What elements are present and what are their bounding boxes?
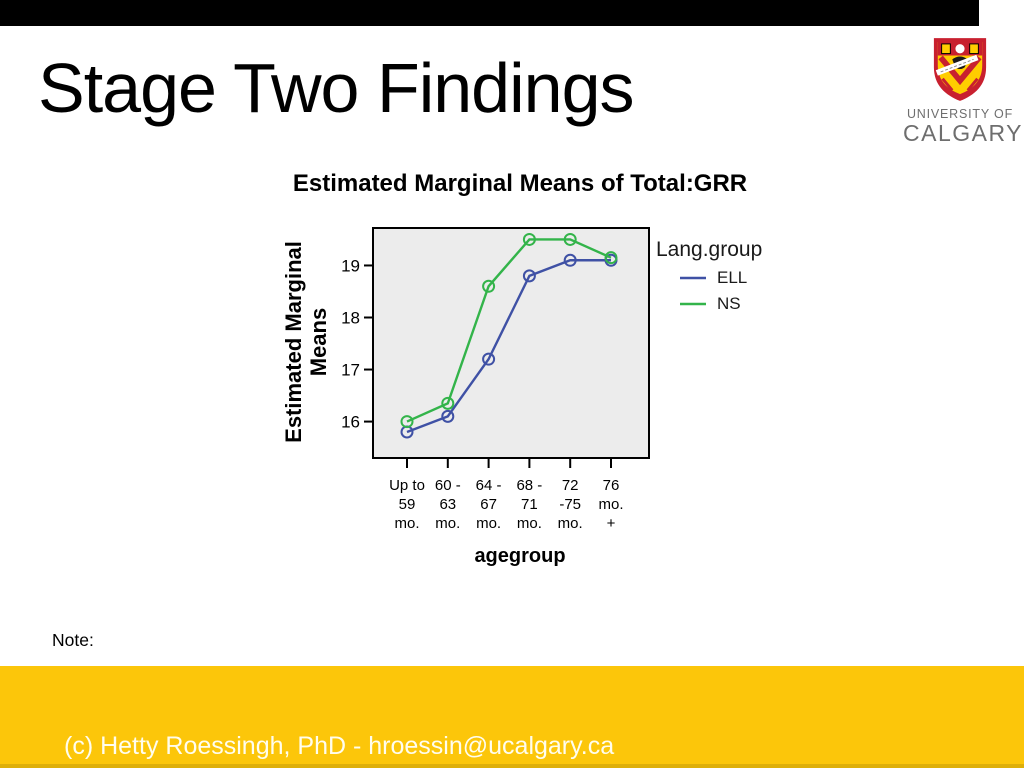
chart-legend: Lang.group ELL NS bbox=[656, 238, 762, 317]
legend-item-ell: ELL bbox=[656, 265, 762, 291]
ell-line-swatch-icon bbox=[680, 276, 706, 280]
band-bottom-shade bbox=[0, 764, 1024, 768]
svg-text:16: 16 bbox=[341, 413, 360, 432]
x-category-label: 60 - 63 mo. bbox=[434, 477, 461, 532]
ns-line-swatch-icon bbox=[680, 302, 706, 306]
svg-text:18: 18 bbox=[341, 309, 360, 328]
legend-label-ns: NS bbox=[717, 294, 741, 313]
bottom-yellow-band: (c) Hetty Roessingh, PhD - hroessin@ucal… bbox=[0, 666, 1024, 768]
y-axis-label: Estimated Marginal Means bbox=[281, 241, 331, 443]
chart-title: Estimated Marginal Means of Total:GRR bbox=[292, 170, 748, 197]
legend-item-ns: NS bbox=[656, 291, 762, 317]
legend-label-ell: ELL bbox=[717, 268, 748, 287]
legend-title: Lang.group bbox=[656, 238, 763, 261]
ucalgary-crest-icon bbox=[933, 38, 987, 101]
x-category-label: 76 mo. + bbox=[598, 477, 624, 532]
x-category-label: 68 - 71 mo. bbox=[516, 477, 543, 532]
line-chart-plot: 16 17 18 19 bbox=[341, 227, 650, 468]
ucalgary-logo: UNIVERSITY OF CALGARY bbox=[903, 36, 1024, 147]
top-black-bar bbox=[0, 0, 979, 26]
note-label: Note: bbox=[52, 630, 94, 650]
x-category-label: 72 -75 mo. bbox=[557, 477, 583, 532]
x-category-label: Up to 59 mo. bbox=[389, 477, 425, 532]
footer-credit: (c) Hetty Roessingh, PhD - hroessin@ucal… bbox=[64, 732, 615, 760]
slide-title: Stage Two Findings bbox=[38, 49, 635, 127]
x-axis-label: agegroup bbox=[474, 545, 566, 567]
svg-text:17: 17 bbox=[341, 361, 360, 380]
logo-university-of: UNIVERSITY OF bbox=[906, 107, 1014, 121]
x-category-label: 64 - 67 mo. bbox=[475, 477, 502, 532]
logo-calgary: CALGARY bbox=[903, 120, 1024, 146]
svg-text:19: 19 bbox=[341, 256, 360, 275]
